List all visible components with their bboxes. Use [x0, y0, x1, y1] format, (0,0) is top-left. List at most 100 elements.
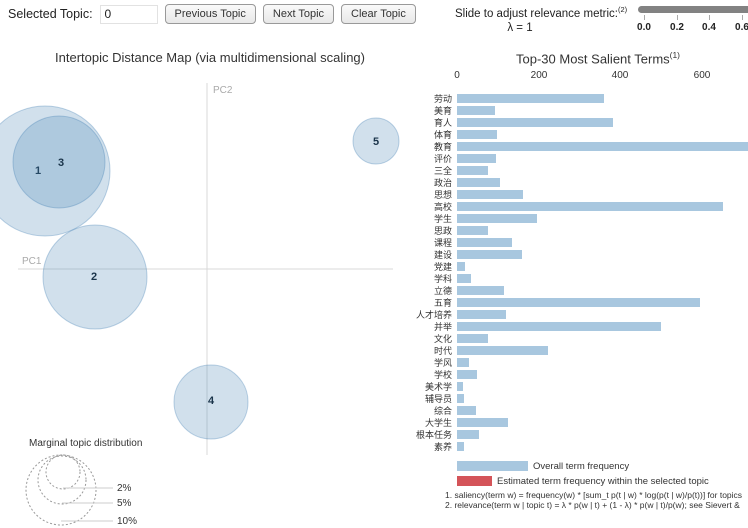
- term-row: 并举: [400, 321, 748, 332]
- term-row: 辅导员: [400, 393, 748, 404]
- term-frequency-bar[interactable]: [457, 357, 469, 367]
- term-label: 育人: [433, 117, 452, 128]
- marginal-legend: 2% 5% 10%: [25, 454, 137, 527]
- pc1-axis-label: PC1: [22, 256, 42, 267]
- slider-tick: [709, 15, 710, 20]
- topic-controls: Selected Topic: Previous Topic Next Topi…: [8, 4, 416, 24]
- term-frequency-bar[interactable]: [457, 417, 508, 427]
- term-frequency-bar[interactable]: [457, 237, 512, 247]
- topic-circle-3[interactable]: [12, 115, 106, 209]
- term-frequency-bar[interactable]: [457, 225, 488, 235]
- term-frequency-bar[interactable]: [457, 177, 500, 187]
- bar-chart-title: Top-30 Most Salient Terms(1): [516, 50, 680, 67]
- term-frequency-bar[interactable]: [457, 369, 477, 379]
- term-label: 五育: [433, 297, 452, 308]
- topic-circle-1[interactable]: [0, 105, 111, 237]
- term-frequency-bar[interactable]: [457, 309, 506, 319]
- term-frequency-bar[interactable]: [457, 153, 496, 163]
- term-label: 大学生: [424, 417, 452, 428]
- term-frequency-bar[interactable]: [457, 441, 464, 451]
- term-row: 体育: [400, 129, 748, 140]
- previous-topic-button[interactable]: Previous Topic: [164, 4, 256, 24]
- marginal-size-label: 2%: [117, 483, 132, 494]
- term-frequency-bar[interactable]: [457, 261, 465, 271]
- term-frequency-bar[interactable]: [457, 189, 523, 199]
- term-frequency-bar[interactable]: [457, 321, 661, 331]
- footnote-relevance: 2. relevance(term w | topic t) = λ * p(w…: [445, 500, 740, 510]
- topic-circle-4[interactable]: [173, 364, 249, 440]
- topic-number-label[interactable]: 1: [35, 165, 41, 177]
- topic-circle-5[interactable]: [352, 117, 400, 165]
- term-frequency-bar[interactable]: [457, 117, 613, 127]
- term-label: 劳动: [433, 93, 452, 104]
- next-topic-button[interactable]: Next Topic: [262, 4, 335, 24]
- mds-plot: PC2 PC1 1 3 2 4 5: [0, 83, 400, 455]
- topic-number-label[interactable]: 3: [58, 157, 64, 169]
- term-row: 大学生: [400, 417, 748, 428]
- term-label: 文化: [433, 333, 452, 344]
- term-label: 三全: [433, 165, 452, 176]
- slider-tick-label: 0.0: [637, 22, 651, 33]
- x-axis-tick: 400: [611, 70, 629, 81]
- term-frequency-bar[interactable]: [457, 345, 548, 355]
- term-frequency-bar[interactable]: [457, 129, 497, 139]
- term-frequency-bar[interactable]: [457, 285, 504, 295]
- x-axis-tick: 0: [454, 70, 460, 81]
- term-row: 立德: [400, 285, 748, 296]
- term-row: 文化: [400, 333, 748, 344]
- term-row: 思政: [400, 225, 748, 236]
- term-row: 美术学: [400, 381, 748, 392]
- term-frequency-bar[interactable]: [457, 105, 495, 115]
- slider-tick-label: 0.2: [670, 22, 684, 33]
- term-row: 劳动: [400, 93, 748, 104]
- marginal-size-label: 10%: [117, 516, 137, 527]
- term-frequency-bar[interactable]: [457, 297, 700, 307]
- x-axis-tick: 600: [693, 70, 711, 81]
- topic-number-label[interactable]: 2: [91, 271, 97, 283]
- marginal-circle-10pct: [25, 454, 97, 526]
- term-frequency-bar[interactable]: [457, 393, 464, 403]
- term-label: 综合: [433, 405, 452, 416]
- footnote-ref-1: (1): [669, 50, 680, 60]
- term-frequency-bar[interactable]: [457, 141, 748, 151]
- slider-tick: [644, 15, 645, 20]
- term-frequency-bar[interactable]: [457, 273, 471, 283]
- relevance-slider[interactable]: [638, 6, 748, 13]
- term-row: 党建: [400, 261, 748, 272]
- topic-number-label[interactable]: 4: [208, 395, 215, 407]
- marginal-circle-2pct: [45, 454, 81, 490]
- term-row: 三全: [400, 165, 748, 176]
- term-frequency-bar[interactable]: [457, 213, 537, 223]
- term-frequency-bar[interactable]: [457, 405, 476, 415]
- term-label: 高校: [433, 201, 452, 212]
- term-frequency-bar[interactable]: [457, 93, 604, 103]
- term-frequency-bar[interactable]: [457, 201, 723, 211]
- marginal-size-label: 5%: [117, 498, 132, 509]
- footnote-ref-2: (2): [618, 5, 628, 14]
- term-row: 五育: [400, 297, 748, 308]
- x-axis-tick: 200: [530, 70, 548, 81]
- term-label: 课程: [433, 237, 452, 248]
- legend-swatch-overall: [457, 461, 528, 471]
- term-frequency-bar[interactable]: [457, 249, 522, 259]
- topic-number-label[interactable]: 5: [373, 136, 379, 148]
- term-row: 育人: [400, 117, 748, 128]
- selected-topic-input[interactable]: [99, 4, 158, 24]
- term-label: 学科: [433, 273, 452, 284]
- topic-circle-2[interactable]: [42, 224, 148, 330]
- term-label: 学风: [433, 357, 452, 368]
- term-row: 教育: [400, 141, 748, 152]
- term-frequency-bar[interactable]: [457, 333, 488, 343]
- term-row: 素养: [400, 441, 748, 452]
- term-label: 立德: [433, 285, 452, 296]
- term-frequency-bar[interactable]: [457, 429, 479, 439]
- mds-title: Intertopic Distance Map (via multidimens…: [55, 50, 365, 65]
- term-frequency-bar[interactable]: [457, 381, 463, 391]
- clear-topic-button[interactable]: Clear Topic: [341, 4, 416, 24]
- slider-tick-label: 0.4: [702, 22, 716, 33]
- legend-swatch-selected: [457, 476, 492, 486]
- term-frequency-bar[interactable]: [457, 165, 488, 175]
- marginal-legend-title: Marginal topic distribution: [29, 438, 143, 449]
- term-label: 学生: [433, 213, 452, 224]
- salient-terms-chart: 劳动 美育 育人 体育 教育 评价 三全 政治 思想 高校 学生 思政 课程 建设 党建 学科 立德 五育 人才培养…: [400, 88, 748, 454]
